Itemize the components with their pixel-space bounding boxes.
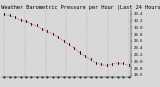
Title: Milwaukee Weather Barometric Pressure per Hour (Last 24 Hours): Milwaukee Weather Barometric Pressure pe… [0, 5, 160, 10]
